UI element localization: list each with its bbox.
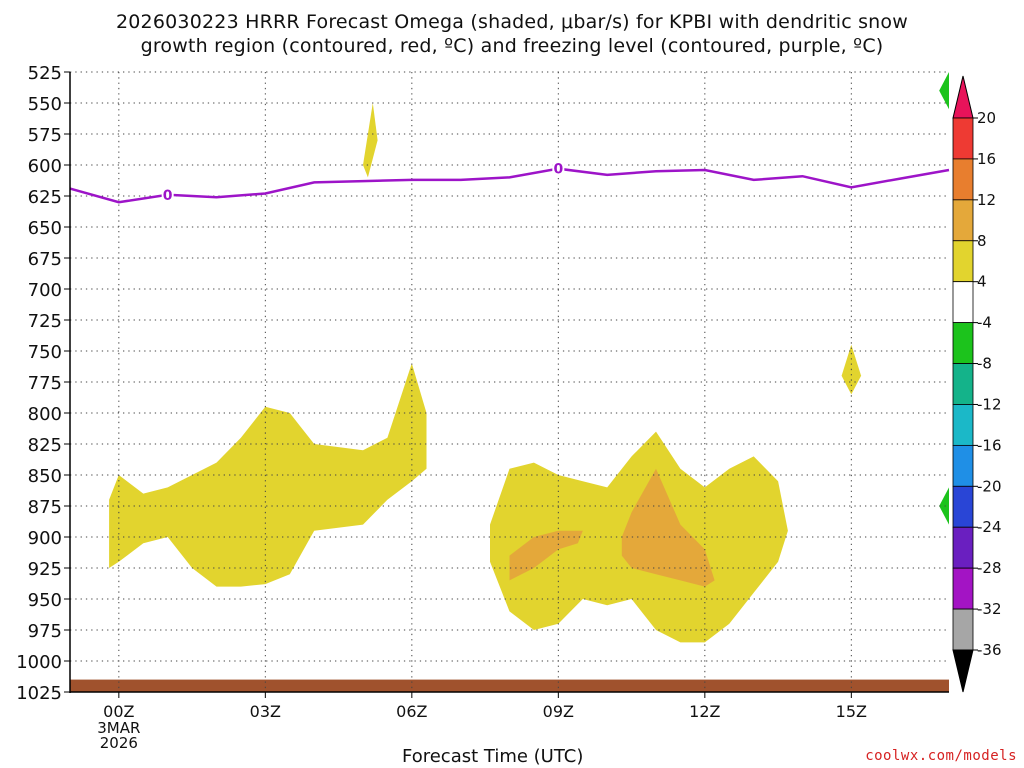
y-tick-label-525: 525 [28, 63, 62, 84]
colorbar-label--32: -32 [977, 600, 1002, 618]
colorbar: 20 16 12 8 4 -4 -8 -12 -16 -20 -24 -28 -32 -36 [952, 75, 1002, 693]
colorbar-label--16: -16 [977, 436, 1002, 454]
colorbar-label--20: -20 [977, 477, 1002, 495]
colorbar-label-12: 12 [977, 191, 996, 209]
y-tick-label-600: 600 [28, 156, 62, 177]
colorbar-label-8: 8 [977, 232, 987, 250]
colorbar-segment-12 [952, 608, 974, 651]
y-tick-label-700: 700 [28, 280, 62, 301]
y-tick-label-675: 675 [28, 249, 62, 270]
y-tick-label-925: 925 [28, 559, 62, 580]
surface-band [70, 679, 949, 692]
colorbar-segment-8 [952, 444, 974, 487]
x-axis-title: Forecast Time (UTC) [402, 746, 584, 767]
colorbar-segment-10 [952, 526, 974, 569]
colorbar-label-4: 4 [977, 273, 987, 291]
colorbar-segment-6 [952, 363, 974, 405]
contour-label-bg [161, 186, 174, 201]
y-tick-label-1025: 1025 [16, 683, 62, 704]
omega-region-neg-1 [939, 487, 949, 525]
y-tick-label-575: 575 [28, 125, 62, 146]
y-tick-label-825: 825 [28, 435, 62, 456]
x-tick-label-03Z: 03Z [250, 702, 281, 721]
colorbar-label--28: -28 [977, 559, 1002, 577]
colorbar-segment-4 [952, 281, 974, 324]
chart-title-line2: growth region (contoured, red, ºC) and f… [140, 35, 884, 57]
omega-region-neg-0 [939, 72, 949, 110]
colorbar-segment-11 [952, 567, 974, 610]
colorbar-top-arrow [952, 75, 974, 119]
colorbar-label--12: -12 [977, 395, 1002, 413]
chart-title-line1: 2026030223 HRRR Forecast Omega (shaded, … [115, 11, 908, 33]
omega-region-8-12-0 [509, 530, 583, 581]
y-tick-label-1000: 1000 [16, 652, 62, 673]
x-tick-label-09Z: 09Z [543, 702, 574, 721]
y-tick-label-750: 750 [28, 342, 62, 363]
x-tick-label-15Z: 15Z [836, 702, 867, 721]
colorbar-label-16: 16 [977, 150, 996, 168]
contour-label: 0 [553, 162, 563, 178]
y-tick-label-950: 950 [28, 590, 62, 611]
contour-label-bg [552, 160, 565, 175]
colorbar-segment-9 [952, 485, 974, 528]
y-tick-label-800: 800 [28, 404, 62, 425]
y-tick-label-550: 550 [28, 94, 62, 115]
colorbar-label--8: -8 [977, 355, 992, 373]
grid-layer [70, 71, 949, 693]
colorbar-segment-7 [952, 404, 974, 446]
colorbar-label--24: -24 [977, 518, 1002, 536]
x-date-label-0: 3MAR [97, 719, 140, 737]
y-tick-label-625: 625 [28, 187, 62, 208]
colorbar-segment-1 [952, 158, 974, 201]
colorbar-segment-5 [952, 322, 974, 364]
axes-layer: 525 550 575 600 625 650 675 700 725 750 775 800 825 8… [16, 63, 949, 752]
colorbar-segment-2 [952, 199, 974, 242]
colorbar-label--36: -36 [977, 641, 1002, 659]
x-tick-label-00Z: 00Z [103, 702, 134, 721]
colorbar-label--4: -4 [977, 314, 992, 332]
colorbar-segment-0 [952, 117, 974, 160]
y-tick-label-975: 975 [28, 621, 62, 642]
colorbar-label-20: 20 [977, 109, 996, 127]
contour-layer: 00 [69, 160, 950, 204]
omega-region-8-12-1 [621, 468, 715, 587]
colorbar-bottom-arrow [952, 649, 974, 693]
credit-text: coolwx.com/models [865, 748, 1017, 764]
x-tick-label-06Z: 06Z [396, 702, 427, 721]
omega-region-4-8-0 [109, 363, 427, 587]
x-date-label-1: 2026 [100, 734, 138, 752]
y-tick-label-775: 775 [28, 373, 62, 394]
y-tick-label-650: 650 [28, 218, 62, 239]
omega-region-4-8-2 [363, 103, 378, 178]
freezing-level-line [69, 167, 950, 204]
contour-label: 0 [163, 188, 173, 204]
y-tick-label-900: 900 [28, 528, 62, 549]
omega-fill-layer [70, 72, 949, 692]
y-tick-label-875: 875 [28, 497, 62, 518]
colorbar-segment-3 [952, 240, 974, 283]
y-tick-label-850: 850 [28, 466, 62, 487]
y-tick-label-725: 725 [28, 311, 62, 332]
x-tick-label-12Z: 12Z [689, 702, 720, 721]
